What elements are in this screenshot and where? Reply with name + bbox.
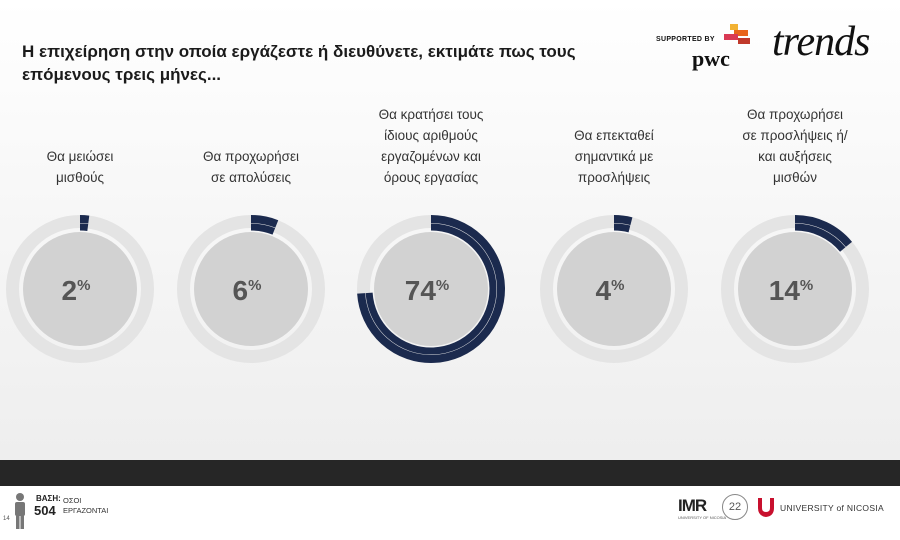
pwc-wordmark: pwc xyxy=(692,46,730,71)
donut: 74% xyxy=(357,215,505,363)
category-label: Θα προχωρήσει σε προσλήψεις ή/και αυξήσει… xyxy=(720,104,870,188)
supported-by-label: SUPPORTED BY xyxy=(656,36,715,43)
category-label-line: Θα κρατήσει τους xyxy=(378,107,484,122)
category-label-line: όρους εργασίας xyxy=(383,170,479,185)
donut-value-arc xyxy=(357,215,505,363)
category-label-line: σε απολύσεις xyxy=(211,170,291,185)
donut-inner xyxy=(194,232,308,346)
donut: 14% xyxy=(721,215,869,363)
trends-logo: trends xyxy=(772,19,870,65)
data-label-value: 4 xyxy=(596,275,612,306)
category-label: Θα προχωρήσει σε απολύσεις xyxy=(176,146,326,188)
pwc-logo: pwc xyxy=(692,22,756,71)
data-label-value: 14 xyxy=(769,275,801,306)
donut-charts: 2% 6% 74% 4% 14% xyxy=(6,215,869,363)
donut-value-arc xyxy=(250,215,279,228)
university-shield-icon xyxy=(758,498,774,517)
pwc-blocks-icon xyxy=(724,24,750,44)
data-label-value: 2 xyxy=(62,275,78,306)
donut-value-arc-inner xyxy=(365,223,497,355)
footer: 14 ΒΑΣΗ: 504 ΟΣΟΙ ΕΡΓΑΖΟΝΤΑΙ IMR UNIVERS… xyxy=(0,486,900,540)
anniversary-badge: 22 xyxy=(722,494,748,520)
data-label-unit: % xyxy=(800,277,813,294)
footer-bar xyxy=(0,460,900,486)
base-value: 504 xyxy=(34,503,56,518)
donut-inner xyxy=(23,232,137,346)
donut-value-arc-inner xyxy=(794,223,846,252)
category-label-line: Θα προχωρήσει xyxy=(203,149,299,164)
imr-subtitle: UNIVERSITY OF NICOSIA xyxy=(678,515,727,520)
page-title: Η επιχείρηση στην οποία εργάζεστε ή διευ… xyxy=(22,42,576,84)
donut: 4% xyxy=(540,215,688,363)
base-label: ΒΑΣΗ: xyxy=(36,494,61,503)
data-label-unit: % xyxy=(611,277,624,294)
donut-value-arc-inner xyxy=(250,223,276,235)
base-description: ΟΣΟΙ ΕΡΓΑΖΟΝΤΑΙ xyxy=(63,496,109,515)
data-label: 14% xyxy=(769,275,814,306)
donut-value-arc xyxy=(794,215,853,248)
category-label: Θα επεκταθεί σημαντικά με προσλήψεις xyxy=(539,125,689,188)
data-label-value: 6 xyxy=(233,275,249,306)
donut-value-arc-inner xyxy=(613,223,631,233)
donut-inner xyxy=(557,232,671,346)
category-label-line: εργαζομένων και xyxy=(381,149,481,164)
category-label-line: μισθούς xyxy=(55,170,104,185)
donut-inner xyxy=(374,232,488,346)
category-label: Θα κρατήσει τους ίδιους αριθμούς εργαζομέν… xyxy=(356,104,506,188)
category-label-line: προσλήψεις xyxy=(577,170,651,185)
donut: 2% xyxy=(6,215,154,363)
category-label: Θα μειώσει μισθούς xyxy=(5,146,155,188)
data-label: 2% xyxy=(62,275,91,306)
data-label: 6% xyxy=(233,275,262,306)
data-label: 4% xyxy=(596,275,625,306)
category-label-line: και αυξήσεις xyxy=(758,149,832,164)
data-label-value: 74 xyxy=(405,275,437,306)
category-label-line: σε προσλήψεις ή/ xyxy=(742,128,848,143)
data-label-unit: % xyxy=(248,277,261,294)
category-label-line: Θα προχωρήσει xyxy=(747,107,843,122)
donut: 6% xyxy=(177,215,325,363)
category-label-line: Θα επεκταθεί xyxy=(574,128,654,143)
data-label: 74% xyxy=(405,275,450,306)
category-label-line: ίδιους αριθμούς xyxy=(384,128,478,143)
category-label-line: σημαντικά με xyxy=(574,149,654,164)
donut-value-arc xyxy=(79,215,90,224)
person-icon xyxy=(15,493,25,529)
donut-inner xyxy=(738,232,852,346)
university-name: UNIVERSITY of NICOSIA xyxy=(780,503,884,513)
page-number: 14 xyxy=(3,516,10,522)
category-label-line: Θα μειώσει xyxy=(46,149,114,164)
data-label-unit: % xyxy=(77,277,90,294)
imr-logo: IMR xyxy=(678,496,707,515)
data-label-unit: % xyxy=(436,277,449,294)
donut-value-arc xyxy=(613,215,633,226)
category-label-line: μισθών xyxy=(773,170,817,185)
